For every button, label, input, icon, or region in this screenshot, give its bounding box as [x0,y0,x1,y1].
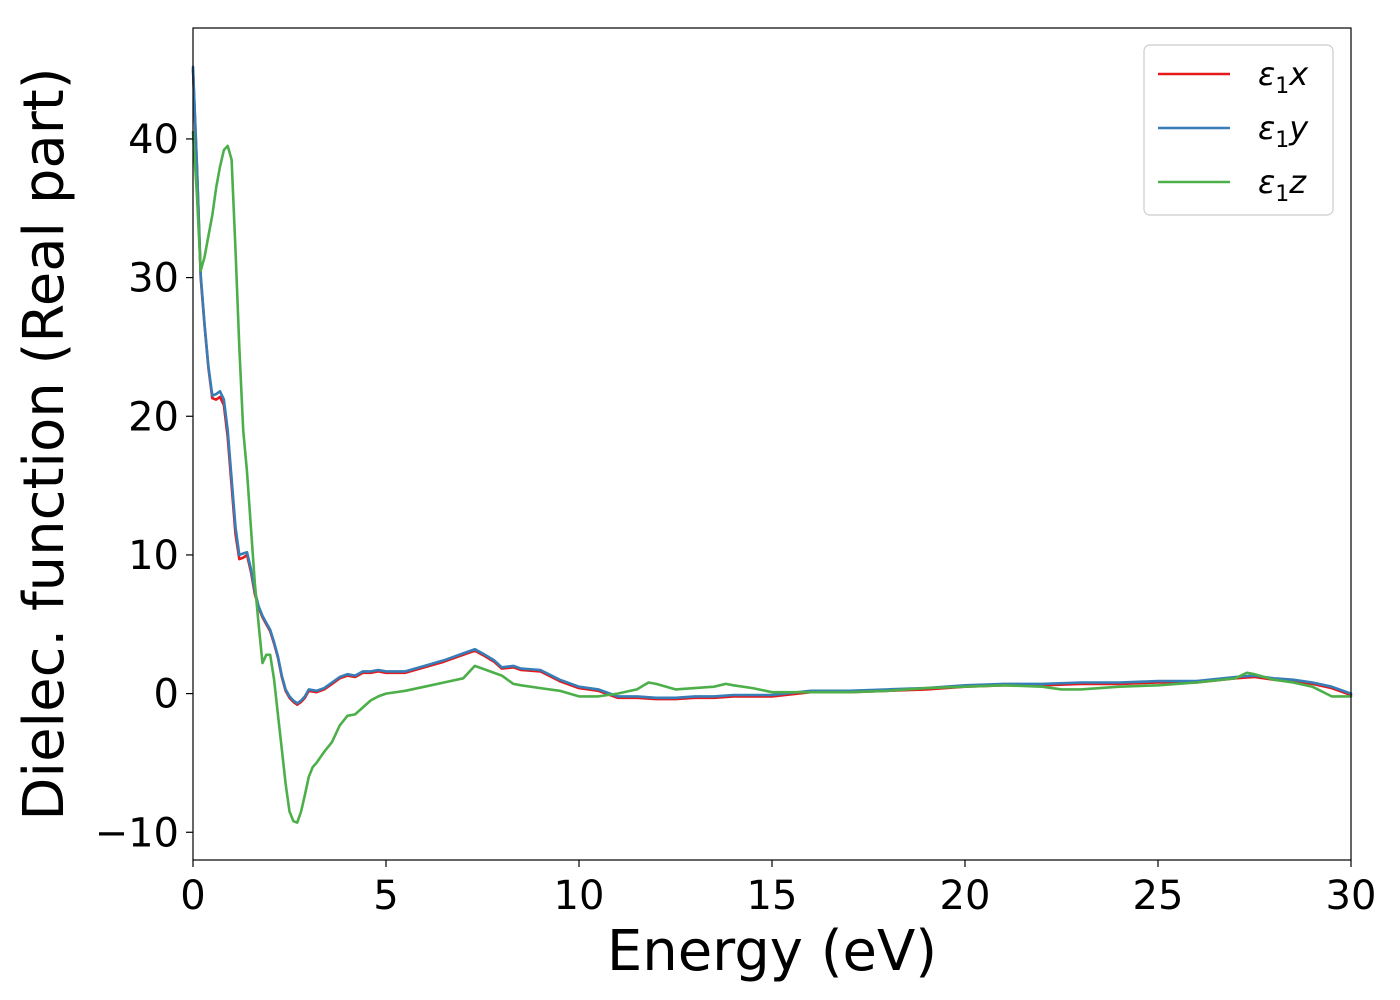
y-tick-label: 10 [128,533,179,579]
y-tick-label: 0 [154,672,179,718]
legend-box [1143,44,1334,216]
y-tick-label: 30 [128,256,179,302]
x-tick-label: 25 [1133,873,1184,919]
y-tick-label: 40 [128,117,179,163]
x-axis-label: Energy (eV) [607,919,937,984]
legend-label-x: ε1x [1258,55,1309,99]
x-tick-label: 15 [747,873,798,919]
y-axis: −10 0 10 20 30 40 [95,117,193,856]
x-tick-label: 10 [554,873,605,919]
x-tick-label: 30 [1326,873,1377,919]
x-axis: 0 5 10 15 20 25 30 [180,860,1376,919]
legend: ε1x ε1y ε1z [1143,44,1334,216]
x-tick-label: 5 [373,873,398,919]
y-axis-label: Dielec. function (Real part) [12,67,77,820]
x-tick-label: 20 [940,873,991,919]
y-tick-label: 20 [128,394,179,440]
series-line-z [191,130,1353,824]
y-tick-label: −10 [95,810,179,856]
legend-label-y: ε1y [1258,109,1309,153]
legend-label-z: ε1z [1258,163,1307,207]
series-layer [191,65,1353,824]
x-tick-label: 0 [180,873,205,919]
